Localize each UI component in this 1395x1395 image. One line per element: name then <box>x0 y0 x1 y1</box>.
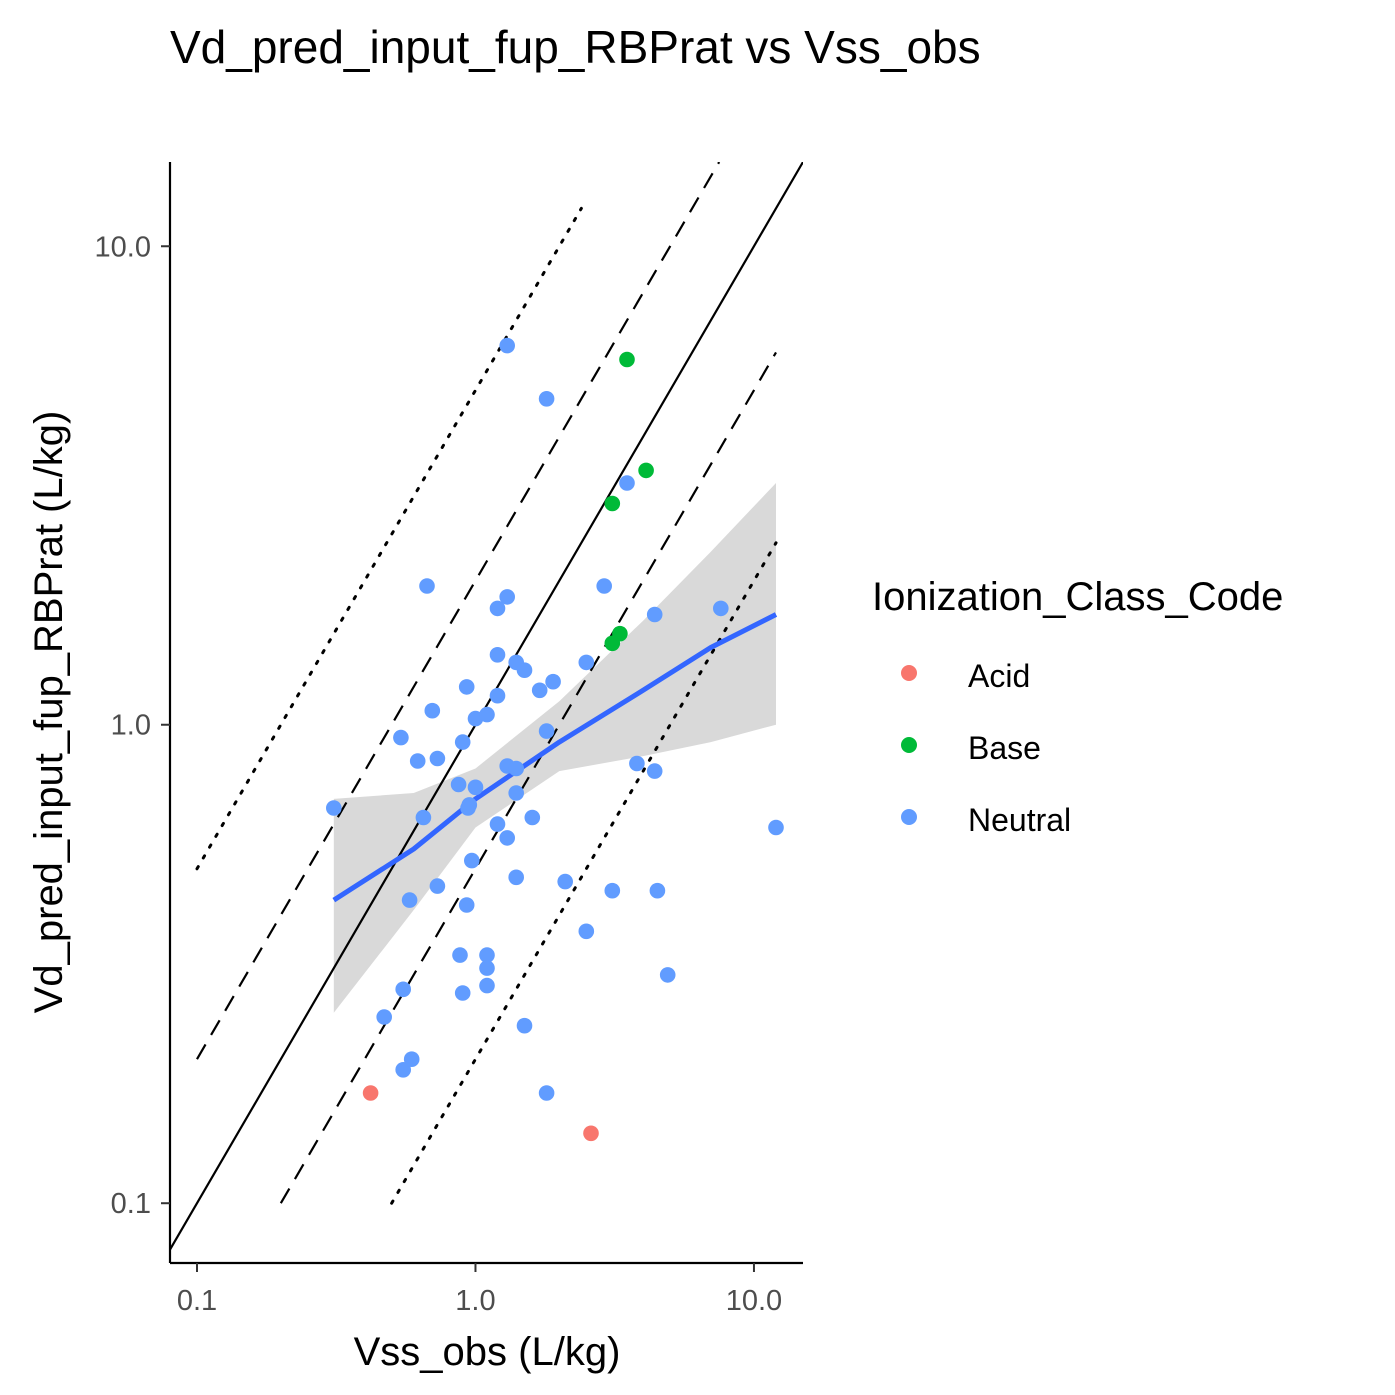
legend-items: Acid Base Neutral <box>901 658 1071 838</box>
data-point-neutral <box>460 800 476 816</box>
data-point-neutral <box>659 967 676 983</box>
data-point-neutral <box>429 750 446 767</box>
data-point-base <box>638 462 654 479</box>
y-ticks: 0.1 1.0 10.0 <box>95 231 170 1220</box>
legend-label-base: Base <box>968 730 1041 766</box>
data-point-neutral <box>458 897 475 913</box>
points-layer <box>326 337 784 1142</box>
x-tick-label: 0.1 <box>177 1285 217 1317</box>
data-point-neutral <box>649 882 666 899</box>
data-point-neutral <box>452 947 468 963</box>
data-point-neutral <box>578 654 595 671</box>
data-point-neutral <box>424 702 441 719</box>
data-point-neutral <box>395 1062 412 1078</box>
data-point-neutral <box>499 337 515 354</box>
data-point-neutral <box>419 578 435 594</box>
data-point-neutral <box>499 589 515 605</box>
data-point-neutral <box>508 785 524 801</box>
data-point-acid <box>362 1085 379 1101</box>
data-point-neutral <box>409 753 426 769</box>
x-ticks: 0.1 1.0 10.0 <box>177 1263 782 1317</box>
data-point-neutral <box>458 679 475 695</box>
data-point-neutral <box>557 873 573 890</box>
data-point-neutral <box>516 662 533 678</box>
data-point-base <box>604 495 621 512</box>
data-point-neutral <box>489 600 506 617</box>
reference-lines-layer <box>170 162 803 1251</box>
data-point-neutral <box>508 760 524 777</box>
reference-line-dashed-2 <box>279 351 777 1204</box>
data-point-neutral <box>429 878 446 894</box>
data-point-neutral <box>713 600 729 617</box>
x-tick-label: 10.0 <box>726 1285 782 1317</box>
y-tick-label: 10.0 <box>95 231 151 263</box>
x-axis-title: Vss_obs (L/kg) <box>354 1330 621 1374</box>
y-axis-title: Vd_pred_input_fup_RBPrat (L/kg) <box>27 411 71 1014</box>
data-point-neutral <box>415 809 432 826</box>
data-point-neutral <box>479 977 495 994</box>
data-point-neutral <box>479 947 495 963</box>
data-point-neutral <box>516 1017 533 1034</box>
y-tick-label: 1.0 <box>111 710 151 742</box>
data-point-neutral <box>531 682 548 699</box>
data-point-neutral <box>629 755 645 772</box>
data-point-neutral <box>326 800 342 816</box>
data-point-neutral <box>619 475 635 491</box>
data-point-neutral <box>604 882 621 899</box>
data-point-neutral <box>545 673 561 690</box>
reference-line-dashed-1 <box>196 162 721 1060</box>
data-point-neutral <box>768 819 784 836</box>
data-point-neutral <box>508 869 524 886</box>
data-point-neutral <box>376 1009 393 1025</box>
reference-line-dotted-3 <box>195 206 583 871</box>
data-point-neutral <box>450 776 467 793</box>
regression-line <box>332 612 778 903</box>
y-tick-label: 0.1 <box>111 1188 151 1220</box>
data-point-neutral <box>578 923 595 940</box>
data-point-neutral <box>479 960 495 976</box>
data-point-neutral <box>401 892 418 908</box>
chart-title: Vd_pred_input_fup_RBPrat vs Vss_obs <box>170 21 981 73</box>
data-point-neutral <box>538 391 555 407</box>
data-point-neutral <box>646 763 663 779</box>
data-point-neutral <box>646 606 663 623</box>
data-point-neutral <box>403 1051 420 1067</box>
data-point-neutral <box>538 723 555 739</box>
data-point-neutral <box>489 816 506 832</box>
x-tick-label: 1.0 <box>455 1285 495 1317</box>
data-point-neutral <box>596 578 612 594</box>
legend-key-acid <box>901 665 917 681</box>
legend-label-acid: Acid <box>968 658 1030 694</box>
data-point-neutral <box>454 734 471 750</box>
legend-key-neutral <box>901 809 917 825</box>
data-point-base <box>604 635 621 652</box>
data-point-neutral <box>538 1085 555 1101</box>
legend-key-base <box>901 737 917 753</box>
legend-title: Ionization_Class_Code <box>872 575 1283 619</box>
data-point-neutral <box>454 985 471 1001</box>
reference-line-dotted-4 <box>390 541 778 1205</box>
data-point-base <box>619 351 635 368</box>
data-point-neutral <box>489 687 506 704</box>
data-point-neutral <box>524 809 541 826</box>
data-point-neutral <box>393 729 409 746</box>
regression-layer <box>332 612 778 903</box>
data-point-neutral <box>467 779 484 796</box>
legend: Ionization_Class_Code Acid Base Neutral <box>872 575 1283 838</box>
data-point-neutral <box>489 647 506 663</box>
reference-line-solid-0 <box>170 162 803 1251</box>
data-point-acid <box>583 1125 599 1142</box>
legend-label-neutral: Neutral <box>968 802 1071 838</box>
data-point-neutral <box>464 852 480 869</box>
plot-area <box>170 162 803 1251</box>
data-point-neutral <box>499 830 515 846</box>
data-point-neutral <box>395 981 412 998</box>
axes: 0.1 1.0 10.0 0.1 1.0 10.0 <box>95 162 803 1317</box>
data-point-neutral <box>479 706 495 723</box>
